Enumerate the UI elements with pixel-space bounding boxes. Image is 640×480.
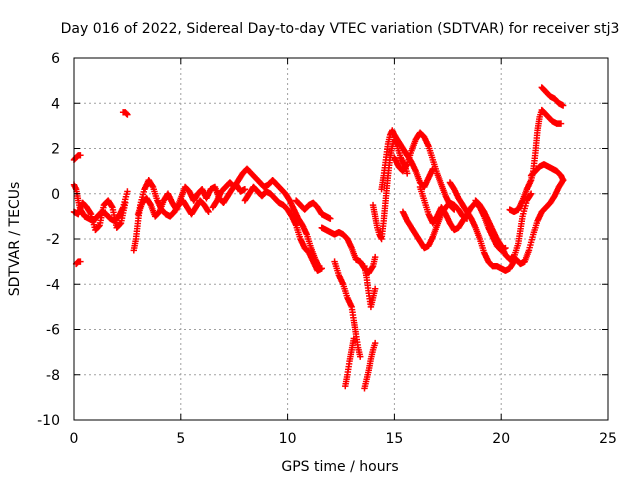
x-tick-label: 0 <box>70 431 79 447</box>
series-arc-14 <box>361 339 379 392</box>
data-point-markers <box>361 262 379 311</box>
series-arc-03 <box>70 197 129 234</box>
data-point-markers <box>446 179 518 274</box>
series-arc-10 <box>292 197 334 222</box>
data-point-markers <box>119 109 131 118</box>
data-point-markers <box>391 129 458 213</box>
data-point-markers <box>361 339 379 392</box>
data-point-markers <box>72 258 84 268</box>
y-tick-label: -4 <box>46 277 60 293</box>
series-arc-23 <box>506 106 565 216</box>
y-tick-label: 2 <box>51 142 60 158</box>
x-axis-label: GPS time / hours <box>281 459 398 475</box>
series-arc-09 <box>241 183 325 274</box>
data-point-markers <box>508 176 567 268</box>
data-point-markers <box>241 183 325 274</box>
chart-title: Day 016 of 2022, Sidereal Day-to-day VTE… <box>61 21 620 37</box>
data-point-markers <box>527 161 567 184</box>
data-point-markers <box>369 136 411 243</box>
series-arc-01 <box>70 152 84 164</box>
data-point-markers <box>209 165 323 272</box>
x-tick-label: 10 <box>279 431 297 447</box>
series-arc-24 <box>508 176 567 268</box>
series-arc-12 <box>331 258 364 360</box>
series-arc-08 <box>209 165 323 272</box>
data-point-markers <box>318 224 379 277</box>
x-tick-label: 5 <box>176 431 185 447</box>
series-arc-05 <box>119 109 131 118</box>
x-tick-label: 20 <box>492 431 510 447</box>
series-arc-15 <box>361 262 379 311</box>
data-point-markers <box>70 152 84 164</box>
y-tick-label: -8 <box>46 368 60 384</box>
data-point-markers <box>399 199 471 252</box>
data-point-markers <box>70 197 129 234</box>
series-arc-11 <box>318 224 379 277</box>
y-tick-label: 4 <box>51 96 60 112</box>
y-tick-label: 6 <box>51 51 60 67</box>
series-arc-13 <box>342 335 358 390</box>
series-arc-21 <box>446 179 518 274</box>
axis-ticks: 0 5 10 15 20 25 -10 -8 -6 -4 -2 0 2 4 6 <box>37 51 617 447</box>
y-tick-label: -10 <box>37 413 60 429</box>
y-tick-label: -6 <box>46 323 60 339</box>
data-point-markers <box>472 190 535 263</box>
series-arc-19 <box>399 199 471 252</box>
y-tick-label: 0 <box>51 187 60 203</box>
series-arc-25 <box>527 161 567 184</box>
y-axis-label: SDTVAR / TECUs <box>7 182 23 297</box>
x-tick-label: 25 <box>599 431 617 447</box>
data-point-markers <box>506 106 565 216</box>
data-point-markers <box>342 335 358 390</box>
data-points <box>70 84 567 392</box>
data-point-markers <box>331 258 364 360</box>
data-point-markers <box>292 197 334 222</box>
series-arc-16 <box>369 136 411 243</box>
data-point-markers <box>538 84 567 109</box>
x-tick-label: 15 <box>385 431 403 447</box>
series-arc-18 <box>391 129 458 213</box>
series-arc-22 <box>472 190 535 263</box>
y-tick-label: -2 <box>46 232 60 248</box>
series-arc-04 <box>72 258 84 268</box>
grid-lines <box>74 58 608 420</box>
series-arc-26 <box>538 84 567 109</box>
